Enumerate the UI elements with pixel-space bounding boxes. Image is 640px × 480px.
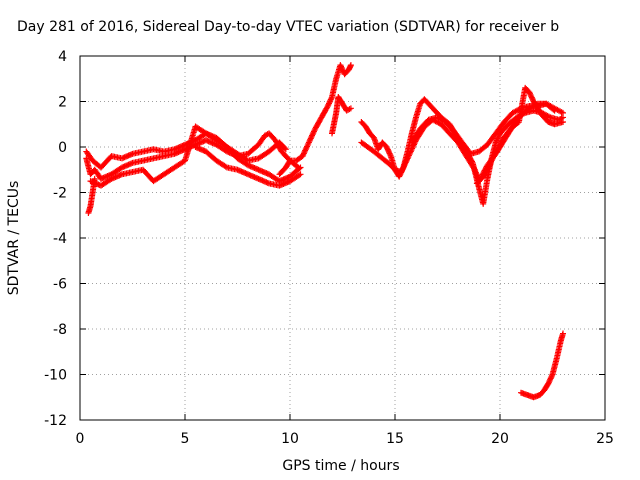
point-track-9 bbox=[401, 162, 408, 169]
point-track-9 bbox=[471, 165, 478, 172]
point-track-6 bbox=[301, 149, 308, 156]
point-track-10 bbox=[550, 106, 557, 113]
point-track-9 bbox=[560, 109, 566, 116]
point-track-7 bbox=[347, 105, 354, 112]
point-track-6 bbox=[308, 133, 315, 140]
point-track-6 bbox=[347, 62, 354, 69]
point-track-9 bbox=[400, 163, 407, 170]
point-track-9 bbox=[398, 169, 405, 176]
x-axis-label: GPS time / hours bbox=[282, 458, 399, 474]
chart-title: Day 281 of 2016, Sidereal Day-to-day VTE… bbox=[17, 19, 560, 35]
point-track-3 bbox=[296, 165, 303, 172]
x-tick-label: 0 bbox=[76, 431, 85, 447]
point-track-6 bbox=[300, 151, 307, 158]
y-tick-labels: 4 2 0 -2 -4 -6 -8 -10 -12 bbox=[44, 49, 67, 429]
point-track-6 bbox=[302, 146, 309, 153]
point-track-6 bbox=[300, 150, 307, 157]
x-tick-label: 5 bbox=[181, 431, 190, 447]
y-tick-label: 2 bbox=[58, 95, 67, 111]
point-track-9 bbox=[400, 164, 407, 171]
y-tick-label: -2 bbox=[53, 186, 67, 202]
x-tick-label: 15 bbox=[386, 431, 404, 447]
y-tick-label: 4 bbox=[58, 49, 67, 65]
point-track-9 bbox=[398, 167, 405, 174]
x-tick-label: 10 bbox=[281, 431, 299, 447]
point-track-9 bbox=[403, 158, 410, 165]
point-track-9 bbox=[399, 166, 406, 173]
x-tick-label: 20 bbox=[491, 431, 509, 447]
point-track-11 bbox=[560, 118, 566, 125]
point-track-6 bbox=[310, 128, 317, 135]
point-track-2 bbox=[281, 145, 288, 152]
point-track-6 bbox=[302, 147, 309, 154]
point-track-10 bbox=[551, 107, 558, 114]
point-track-4 bbox=[222, 163, 229, 170]
point-track-6 bbox=[309, 131, 316, 138]
point-track-6 bbox=[305, 139, 312, 146]
y-tick-label: -10 bbox=[44, 368, 67, 384]
point-track-6 bbox=[309, 132, 316, 139]
y-tick-label: -4 bbox=[53, 231, 67, 247]
y-tick-label: -12 bbox=[44, 413, 67, 429]
y-tick-label: 0 bbox=[58, 140, 67, 156]
point-track-6 bbox=[310, 129, 317, 136]
point-track-6 bbox=[306, 138, 313, 145]
y-axis-label: SDTVAR / TECUs bbox=[6, 181, 22, 296]
point-track-9 bbox=[402, 160, 409, 167]
axis-ticks bbox=[79, 55, 606, 421]
point-track-6 bbox=[311, 127, 318, 134]
point-track-6 bbox=[304, 142, 311, 149]
x-tick-label: 25 bbox=[596, 431, 614, 447]
point-track-9 bbox=[403, 156, 410, 163]
point-track-6 bbox=[304, 143, 311, 150]
grid bbox=[80, 56, 605, 420]
point-track-4 bbox=[297, 171, 304, 178]
point-track-2 bbox=[282, 146, 289, 153]
point-track-3 bbox=[297, 164, 304, 171]
point-track-6 bbox=[305, 140, 312, 147]
x-tick-labels: 0 5 10 15 20 25 bbox=[76, 431, 614, 447]
point-track-12 bbox=[560, 330, 566, 337]
data-points bbox=[83, 62, 566, 401]
point-track-4 bbox=[296, 172, 303, 179]
point-track-9 bbox=[402, 159, 409, 166]
point-track-6 bbox=[307, 136, 314, 143]
point-track-6 bbox=[307, 135, 314, 142]
y-tick-label: -8 bbox=[53, 322, 67, 338]
point-track-6 bbox=[303, 144, 310, 151]
point-track-6 bbox=[299, 153, 306, 160]
point-track-5 bbox=[91, 175, 98, 182]
y-tick-label: -6 bbox=[53, 277, 67, 293]
